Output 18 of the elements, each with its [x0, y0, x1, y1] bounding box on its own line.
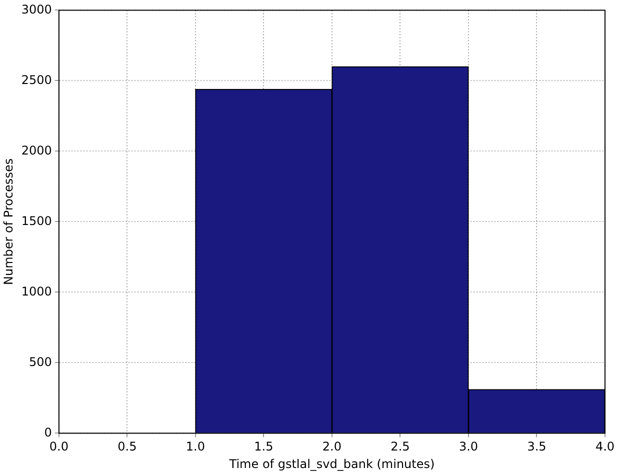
- x-tick-label: 3.0: [458, 440, 478, 454]
- y-tick-label: 1000: [21, 284, 52, 298]
- x-tick-label: 2.0: [322, 440, 342, 454]
- x-tick-label: 0.0: [49, 440, 68, 454]
- y-tick-label: 3000: [21, 2, 52, 16]
- y-tick-label: 0: [44, 425, 52, 440]
- x-axis-title: Time of gstlal_svd_bank (minutes): [228, 456, 435, 471]
- y-tick-label: 1500: [21, 214, 52, 228]
- x-tick-label: 3.5: [527, 440, 546, 454]
- x-tick-label: 1.0: [186, 440, 205, 454]
- x-tick-label: 2.5: [390, 440, 410, 454]
- x-tick-label: 4.0: [595, 440, 615, 454]
- y-axis-title: Number of Processes: [1, 158, 16, 285]
- y-tick-label: 2000: [21, 143, 52, 158]
- x-tick-label: 0.5: [118, 440, 137, 454]
- x-tick-label: 1.5: [254, 440, 274, 454]
- y-tick-label: 500: [29, 354, 52, 369]
- y-tick-label: 2500: [21, 72, 52, 87]
